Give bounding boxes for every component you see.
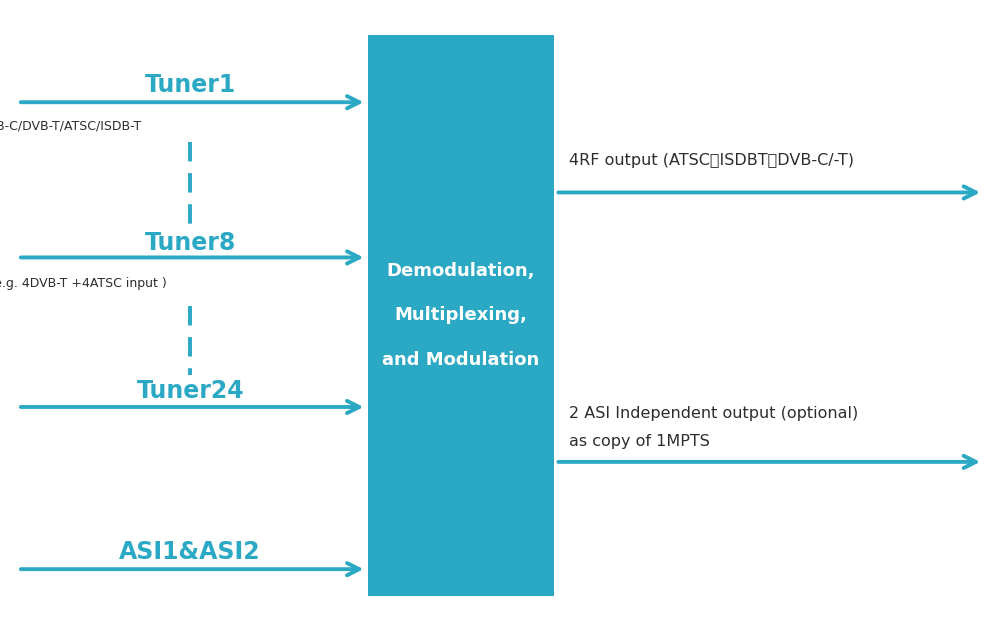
Text: as copy of 1MPTS: as copy of 1MPTS (569, 434, 710, 449)
Text: and Modulation: and Modulation (382, 351, 540, 369)
Bar (368, 35, 554, 596)
Text: 2 ASI Independent output (optional): 2 ASI Independent output (optional) (569, 406, 858, 421)
Text: DVB-S2/DVB-C/DVB-T/ATSC/ISDB-T: DVB-S2/DVB-C/DVB-T/ATSC/ISDB-T (0, 120, 142, 133)
Text: Multiplexing,: Multiplexing, (394, 307, 528, 324)
Text: 4RF output (ATSC、ISDBT、DVB-C/-T): 4RF output (ATSC、ISDBT、DVB-C/-T) (569, 153, 854, 168)
Text: Tuner8: Tuner8 (144, 231, 236, 255)
Text: ASI1&ASI2: ASI1&ASI2 (119, 540, 261, 564)
Text: or mixed use (e.g. 4DVB-T +4ATSC input ): or mixed use (e.g. 4DVB-T +4ATSC input ) (0, 278, 166, 290)
Text: Demodulation,: Demodulation, (386, 262, 536, 280)
Text: Tuner24: Tuner24 (136, 379, 244, 403)
Text: Tuner1: Tuner1 (144, 73, 236, 97)
